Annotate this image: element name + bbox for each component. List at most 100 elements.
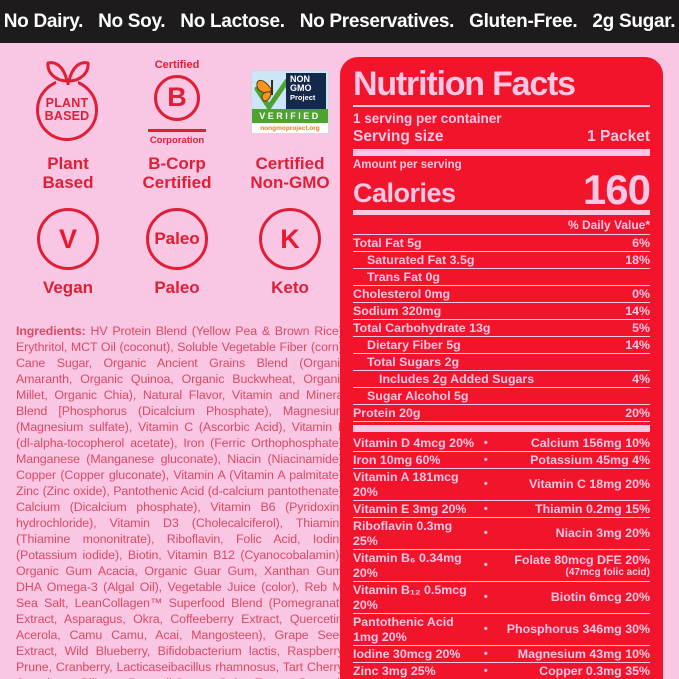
daily-value-header: % Daily Value* — [353, 217, 650, 235]
non-gmo-label: Certified Non-GMO — [250, 154, 330, 192]
paleo-badge-icon: Paleo — [146, 208, 208, 270]
left-column: PLANT BASED Certified B Corporation — [16, 55, 346, 679]
bullet-separator: • — [483, 527, 488, 539]
vitamin-left-value: Pantothenic Acid 1mg 20% — [353, 614, 454, 644]
nutrient-daily-value: 14% — [625, 337, 650, 352]
nutrition-facts-panel: Nutrition Facts 1 serving per container … — [340, 57, 663, 679]
keto-label: Keto — [271, 278, 309, 297]
bcorp-certified-text: Certified — [154, 58, 200, 71]
vitamin-left-value: Vitamin D 4mcg 20% — [353, 435, 474, 450]
nutrient-daily-value: 14% — [625, 303, 650, 318]
vitamin-row: Vitamin B₆ 0.34mg 20% • Folate 80mcg DFE… — [353, 550, 650, 582]
nutrient-daily-value: 18% — [625, 252, 650, 267]
claims-bar: No Dairy. No Soy. No Lactose. No Preserv… — [0, 0, 679, 43]
bullet-separator: • — [483, 623, 488, 635]
bullet-separator: • — [483, 436, 488, 449]
vitamin-right-cell: Vitamin C 18mg 20% — [493, 477, 650, 492]
vitamin-right-subtext: (47mcg folic acid) — [565, 567, 650, 578]
servings-per-container: 1 serving per container — [353, 111, 502, 126]
vitamin-right-value: Copper 0.3mg 35% — [539, 663, 650, 678]
vegan-badge-icon: V — [37, 208, 99, 270]
bcorp-label: B-Corp Certified — [142, 154, 212, 192]
vitamin-row: Pantothenic Acid 1mg 20% • Phosphorus 34… — [353, 614, 650, 646]
vitamin-row: Vitamin D 4mcg 20% • Calcium 156mg 10% — [353, 435, 650, 452]
vegan-label: Vegan — [42, 278, 94, 297]
non-gmo-url: nongmoproject.org — [252, 123, 328, 133]
nutrient-row: Saturated Fat 3.5g 18% — [353, 252, 650, 269]
vitamin-right-value: Potassium 45mg 4% — [530, 452, 650, 467]
amount-per-serving: Amount per serving — [353, 159, 462, 171]
nutrient-row: Total Fat 5g 6% — [353, 235, 650, 252]
nutrient-row: Total Sugars 2g — [353, 354, 650, 371]
bullet-separator: • — [483, 559, 488, 571]
non-gmo-line3: Project — [290, 92, 316, 102]
vitamin-rows: Vitamin D 4mcg 20% • Calcium 156mg 10% I… — [353, 435, 650, 679]
vitamin-right-cell: Calcium 156mg 10% — [493, 436, 650, 451]
serving-size-value: 1 Packet — [587, 128, 650, 145]
nutrient-daily-value: 0% — [632, 286, 650, 301]
vitamin-right-cell: Magnesium 43mg 10% — [493, 647, 650, 662]
nutrient-daily-value: 6% — [632, 235, 650, 250]
vitamin-right-cell: Copper 0.3mg 35% — [493, 664, 650, 679]
vitamin-row: Iodine 30mcg 20% • Magnesium 43mg 10% — [353, 646, 650, 663]
vitamin-right-value: Vitamin C 18mg 20% — [529, 477, 650, 491]
nutrient-label: Cholesterol 0mg — [353, 286, 451, 301]
vitamin-right-value: Folate 80mcg DFE 20% — [514, 553, 650, 567]
plant-based-circle: PLANT BASED — [36, 79, 98, 141]
nutrient-label: Protein 20g — [353, 405, 421, 420]
paleo-label: Paleo — [154, 278, 200, 297]
nutrient-daily-value: 5% — [632, 320, 650, 335]
nutrient-row: Sodium 320mg 14% — [353, 303, 650, 320]
vitamin-row: Vitamin A 181mcg 20% • Vitamin C 18mg 20… — [353, 469, 650, 501]
nutrient-label: Includes 2g Added Sugars — [379, 371, 535, 386]
vitamin-right-value: Niacin 3mg 20% — [555, 526, 650, 540]
divider-medium — [353, 210, 650, 215]
vitamin-right-value: Thiamin 0.2mg 15% — [535, 501, 650, 516]
nutrient-row: Includes 2g Added Sugars 4% — [353, 371, 650, 388]
bullet-separator: • — [483, 502, 488, 515]
nutrient-row: Dietary Fiber 5g 14% — [353, 337, 650, 354]
bullet-separator: • — [483, 453, 488, 466]
vitamin-row: Vitamin B₁₂ 0.5mcg 20% • Biotin 6mcg 20% — [353, 582, 650, 614]
serving-size-label: Serving size — [353, 128, 444, 145]
vitamin-right-cell: Biotin 6mcg 20% — [493, 590, 650, 605]
divider-thick — [353, 425, 650, 432]
calories-row: Calories 160 — [353, 166, 651, 213]
certification-badges: PLANT BASED Certified B Corporation — [16, 55, 346, 313]
vitamin-right-cell: Thiamin 0.2mg 15% — [493, 502, 650, 517]
vitamin-right-value: Biotin 6mcg 20% — [550, 590, 650, 604]
bcorp-corporation-text: Corporation — [149, 134, 205, 146]
vitamin-row: Riboflavin 0.3mg 25% • Niacin 3mg 20% — [353, 518, 650, 550]
claim-text: No Dairy. — [3, 10, 84, 32]
vitamin-left-value: Vitamin E 3mg 20% — [353, 501, 467, 516]
ingredients-heading: Ingredients: — [16, 324, 86, 338]
claim-text: 2g Sugar. — [592, 10, 676, 32]
non-gmo-line1: NON — [290, 74, 310, 84]
claim-text: Gluten-Free. — [469, 10, 578, 32]
nutrient-label: Total Fat 5g — [353, 235, 422, 250]
vitamin-row: Iron 10mg 60% • Potassium 45mg 4% — [353, 452, 650, 469]
divider-thin — [353, 105, 650, 107]
calories-value: 160 — [582, 166, 651, 213]
nutrition-facts-title: Nutrition Facts — [353, 65, 576, 103]
vitamin-left-value: Vitamin B₆ 0.34mg 20% — [353, 550, 462, 580]
bullet-separator: • — [483, 664, 488, 677]
nutrient-row: Trans Fat 0g — [353, 269, 650, 286]
non-gmo-verified-badge: NON GMO Project VERIFIED nongmoproject.o… — [251, 70, 329, 134]
plant-based-circle-text: PLANT BASED — [44, 95, 90, 123]
claim-text: No Preservatives. — [299, 10, 455, 32]
non-gmo-project-wordmark: NON GMO Project — [286, 73, 326, 109]
bcorp-b-icon: B — [154, 74, 200, 121]
ingredients-text: HV Protein Blend (Yellow Pea & Brown Ric… — [16, 324, 346, 679]
vitamin-right-cell: Niacin 3mg 20% — [493, 526, 650, 541]
vitamin-right-value: Calcium 156mg 10% — [530, 435, 650, 450]
vitamin-right-cell: Potassium 45mg 4% — [493, 453, 650, 468]
vitamin-left-value: Vitamin A 181mcg 20% — [353, 469, 459, 499]
nutrient-rows: Total Fat 5g 6% Saturated Fat 3.5g 18% T… — [353, 235, 650, 422]
vitamin-right-value: Magnesium 43mg 10% — [517, 646, 650, 661]
ingredients-paragraph: Ingredients: HV Protein Blend (Yellow Pe… — [16, 323, 346, 679]
vitamin-right-cell: Folate 80mcg DFE 20% (47mcg folic acid) — [493, 553, 650, 578]
calories-label: Calories — [353, 178, 456, 208]
nutrient-label: Trans Fat 0g — [367, 269, 440, 284]
nutrient-label: Sodium 320mg — [353, 303, 442, 318]
